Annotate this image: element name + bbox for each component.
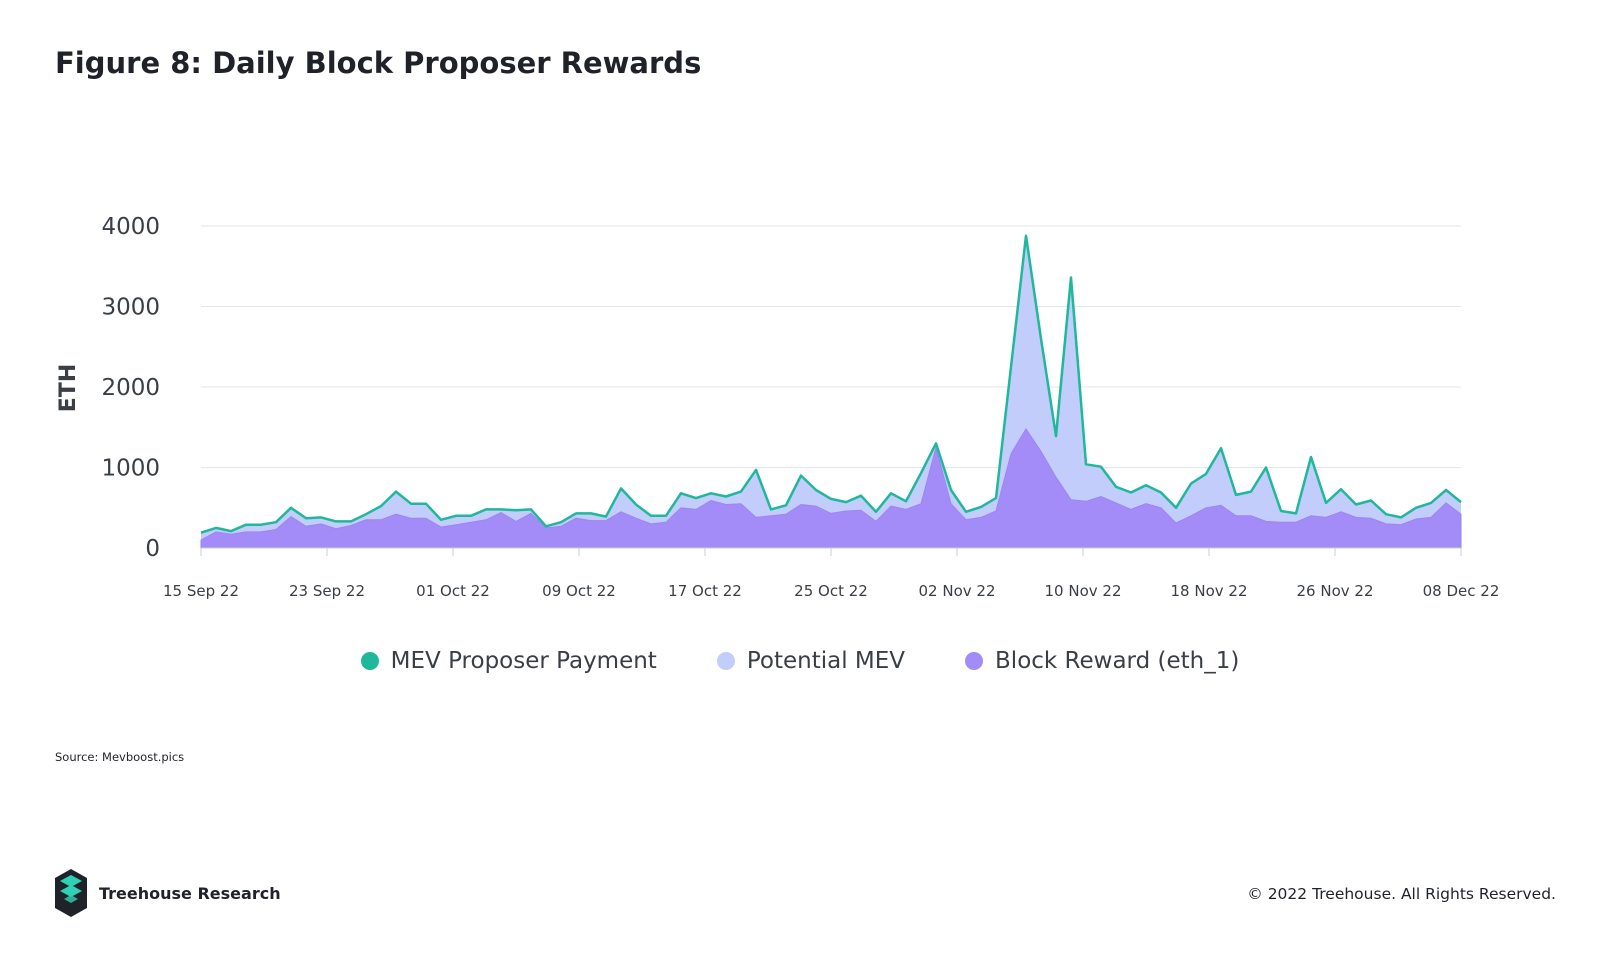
x-tick-label: 18 Nov 22 (1171, 582, 1248, 600)
legend-label-block-reward: Block Reward (eth_1) (995, 648, 1240, 674)
legend-item-block-reward[interactable]: Block Reward (eth_1) (965, 648, 1239, 674)
x-tick-label: 26 Nov 22 (1297, 582, 1374, 600)
source-note: Source: Mevboost.pics (55, 750, 185, 764)
legend-label-mev-payment: MEV Proposer Payment (390, 648, 657, 674)
x-axis (200, 547, 1462, 556)
legend: MEV Proposer Payment Potential MEV Block… (0, 648, 1600, 674)
y-tick-label: 3000 (101, 295, 160, 321)
x-tick-label: 25 Oct 22 (794, 582, 868, 600)
x-tick-label: 17 Oct 22 (668, 582, 742, 600)
x-tick-label: 02 Nov 22 (919, 582, 996, 600)
copyright-text: © 2022 Treehouse. All Rights Reserved. (1247, 885, 1556, 903)
legend-dot-block-reward (965, 652, 984, 670)
x-tick-label: 15 Sep 22 (163, 582, 239, 600)
y-tick-label: 2000 (101, 375, 160, 401)
chart-areas (200, 234, 1462, 549)
x-tick-label: 08 Dec 22 (1423, 582, 1500, 600)
legend-item-potential-mev[interactable]: Potential MEV (716, 648, 906, 674)
x-tick-label: 01 Oct 22 (416, 582, 490, 600)
chart-title: Figure 8: Daily Block Proposer Rewards (55, 46, 702, 80)
brand-name: Treehouse Research (99, 884, 281, 903)
x-tick-label: 09 Oct 22 (542, 582, 616, 600)
x-tick-label: 23 Sep 22 (289, 582, 365, 600)
potential-mev-area (201, 235, 1461, 548)
x-tick-label: 10 Nov 22 (1045, 582, 1122, 600)
legend-item-mev-payment[interactable]: MEV Proposer Payment (360, 648, 657, 674)
grid-lines (201, 225, 1461, 468)
legend-dot-potential-mev (716, 652, 735, 670)
y-tick-label: 1000 (101, 456, 160, 482)
mev-proposer-payment-line (200, 234, 1462, 534)
treehouse-logo-icon (55, 869, 87, 917)
block-reward-area (200, 427, 1462, 549)
y-tick-label: 0 (145, 536, 160, 562)
axis-labels: 0 1000 2000 3000 4000 15 Sep 22 23 Sep 22 01 Oc… (101, 214, 1499, 600)
y-axis-label: ETH (56, 364, 81, 412)
legend-dot-mev-payment (360, 652, 379, 670)
y-tick-label: 4000 (101, 214, 160, 240)
legend-label-potential-mev: Potential MEV (746, 648, 906, 674)
